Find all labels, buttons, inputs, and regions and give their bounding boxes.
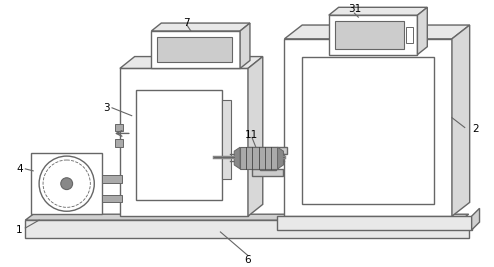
Bar: [157, 37, 232, 62]
Polygon shape: [472, 208, 480, 230]
Bar: [260, 154, 276, 170]
Bar: [335, 21, 404, 49]
Text: 3: 3: [103, 103, 110, 113]
Bar: [406, 27, 412, 43]
Polygon shape: [234, 147, 240, 169]
Text: 11: 11: [246, 130, 258, 140]
Polygon shape: [240, 23, 250, 68]
Circle shape: [61, 178, 73, 190]
Polygon shape: [417, 7, 427, 54]
Bar: [222, 100, 231, 179]
Bar: [115, 124, 123, 131]
Text: 31: 31: [348, 4, 361, 14]
Text: 4: 4: [16, 164, 23, 174]
Bar: [115, 139, 123, 147]
Bar: [277, 216, 472, 230]
Polygon shape: [278, 147, 284, 169]
Bar: [248, 147, 288, 154]
Bar: [25, 220, 469, 238]
Bar: [31, 153, 102, 214]
Bar: [302, 57, 434, 204]
Text: 6: 6: [245, 254, 251, 265]
Text: 7: 7: [184, 18, 190, 28]
Polygon shape: [248, 57, 263, 216]
Bar: [285, 39, 452, 216]
Polygon shape: [452, 25, 470, 216]
Polygon shape: [329, 7, 427, 15]
Bar: [136, 90, 222, 201]
Polygon shape: [285, 25, 470, 39]
Bar: [252, 169, 284, 176]
Bar: [329, 15, 417, 54]
Polygon shape: [25, 214, 469, 220]
Circle shape: [39, 156, 94, 211]
Bar: [102, 194, 122, 202]
Text: 2: 2: [473, 124, 479, 135]
Polygon shape: [120, 57, 263, 68]
Bar: [120, 68, 248, 216]
Text: 1: 1: [16, 225, 23, 235]
Polygon shape: [152, 23, 250, 31]
Bar: [240, 147, 278, 169]
Bar: [152, 31, 240, 68]
Bar: [102, 175, 122, 183]
